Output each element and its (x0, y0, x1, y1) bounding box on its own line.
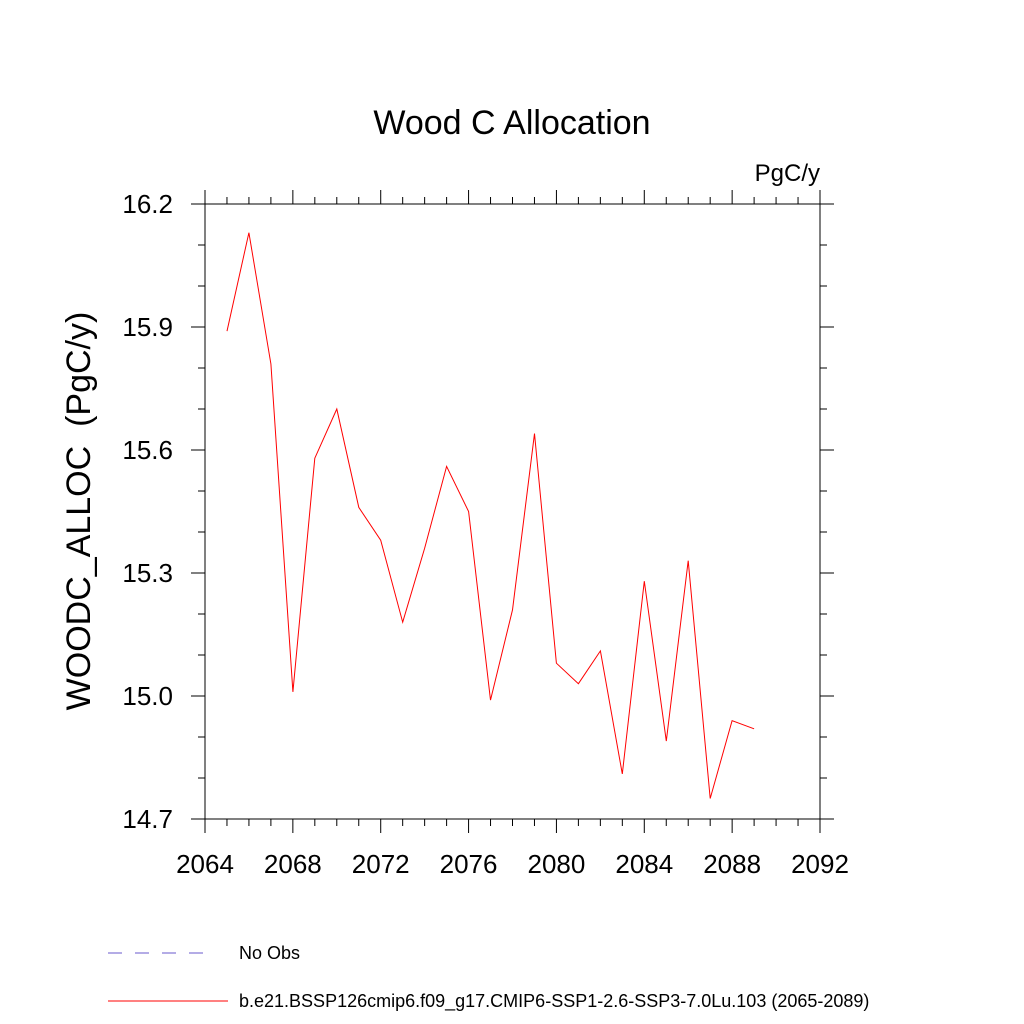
x-tick-label: 2076 (440, 849, 498, 879)
x-tick-label: 2072 (352, 849, 410, 879)
x-tick-label: 2064 (176, 849, 234, 879)
x-tick-label: 2088 (703, 849, 761, 879)
y-tick-label: 16.2 (122, 189, 173, 219)
y-axis-label: WOODC_ALLOC (PgC/y) (60, 312, 98, 711)
legend-label-series: b.e21.BSSP126cmip6.f09_g17.CMIP6-SSP1-2.… (239, 991, 869, 1012)
x-tick-label: 2092 (791, 849, 849, 879)
x-tick-label: 2084 (615, 849, 673, 879)
x-tick-label: 2068 (264, 849, 322, 879)
y-tick-label: 15.9 (122, 312, 173, 342)
plot-frame (204, 203, 821, 820)
y-tick-label: 15.0 (122, 681, 173, 711)
y-tick-label: 15.3 (122, 558, 173, 588)
y-tick-label: 14.7 (122, 804, 173, 834)
legend: No Obs b.e21.BSSP126cmip6.f09_g17.CMIP6-… (108, 943, 869, 1012)
chart-title: Wood C Allocation (373, 104, 650, 142)
y-tick-label: 15.6 (122, 435, 173, 465)
x-tick-label: 2080 (528, 849, 586, 879)
series-line (226, 232, 755, 799)
units-label: PgC/y (755, 160, 820, 187)
legend-label-no-obs: No Obs (239, 943, 300, 963)
